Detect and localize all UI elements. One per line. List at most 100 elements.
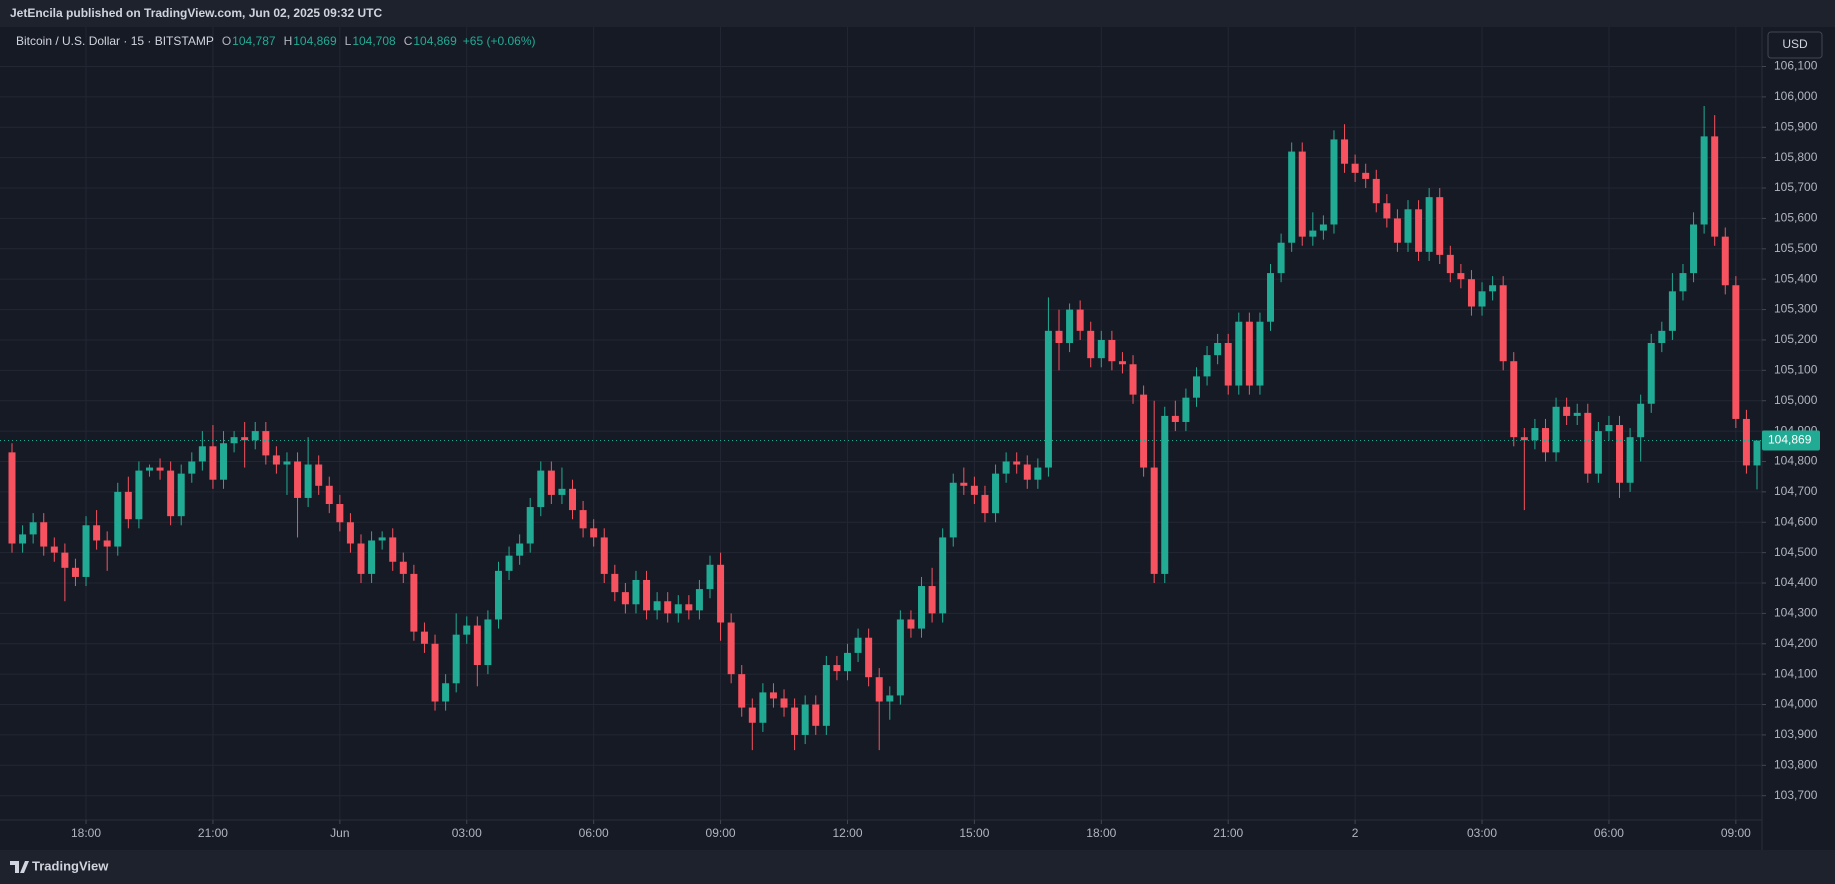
candle-body [970, 485, 978, 495]
plot-area [0, 27, 1762, 820]
candle-body [1415, 209, 1423, 252]
y-tick-label: 103,700 [1774, 788, 1818, 802]
x-tick-label: 03:00 [1467, 826, 1497, 840]
ohlc-key: O [222, 34, 231, 48]
candle-body [272, 455, 280, 465]
candle-body [1108, 339, 1116, 362]
candle-body [717, 564, 725, 623]
candle-body [336, 504, 344, 523]
x-tick-label: Jun [330, 826, 349, 840]
candle-body [315, 464, 323, 486]
y-tick-label: 105,400 [1774, 271, 1818, 285]
x-tick-label: 21:00 [198, 826, 228, 840]
candle-body [939, 537, 947, 614]
candle-body [685, 604, 693, 611]
y-tick-label: 104,000 [1774, 697, 1818, 711]
last-price-label: 104,869 [1768, 433, 1812, 447]
candle-body [653, 601, 661, 611]
candle-body [643, 579, 651, 611]
candle-body [1214, 342, 1222, 356]
candle-body [1584, 412, 1592, 474]
y-tick-label: 105,200 [1774, 332, 1818, 346]
candle-body [590, 528, 598, 538]
candle-body [865, 637, 873, 678]
candle-body [960, 482, 968, 486]
candle-body [1087, 330, 1095, 359]
candle-body [1362, 172, 1370, 179]
candle-body [516, 543, 524, 556]
x-tick-label: 09:00 [706, 826, 736, 840]
candle-body [1721, 236, 1729, 286]
candle-body [1192, 376, 1200, 398]
y-tick-label: 105,800 [1774, 150, 1818, 164]
x-tick-label: 06:00 [1594, 826, 1624, 840]
candle-body [167, 470, 175, 517]
candle-body [1626, 437, 1634, 483]
candle-body [526, 507, 534, 544]
currency: USD [1782, 37, 1808, 51]
candle-body [1383, 203, 1391, 219]
candle-body [368, 540, 376, 574]
candle-body [1425, 197, 1433, 252]
candle-body [1552, 406, 1560, 453]
candle-body [1245, 321, 1253, 386]
x-tick-label: 15:00 [959, 826, 989, 840]
change: +65 (+0.06%) [463, 34, 536, 48]
candle-body [1171, 415, 1179, 422]
candle-body [50, 546, 58, 553]
candle-body [251, 431, 259, 441]
candle-body [1446, 254, 1454, 274]
currency-box[interactable] [1767, 31, 1823, 59]
x-tick-label: 18:00 [1086, 826, 1116, 840]
candle-body [769, 692, 777, 699]
candle-body [907, 619, 915, 629]
candle-body [431, 643, 439, 702]
candle-body [1541, 428, 1549, 453]
candle-body [220, 443, 228, 480]
tv-logo [10, 861, 29, 873]
candle-body [135, 470, 143, 520]
candle-body [1478, 291, 1486, 307]
candle-body [1129, 364, 1137, 395]
candle-body [547, 470, 555, 495]
symbol-legend: Bitcoin / U.S. Dollar · 15 · BITSTAMP O10… [16, 34, 535, 48]
candle-body [19, 534, 27, 544]
candle-body [1563, 406, 1571, 416]
candle-body [1118, 361, 1126, 365]
candle-body [780, 698, 788, 708]
footer-brand: TradingView [32, 858, 109, 873]
candle-body [1393, 218, 1401, 243]
candle-body [1224, 342, 1232, 386]
y-tick-label: 105,000 [1774, 393, 1818, 407]
y-tick-label: 105,100 [1774, 363, 1818, 377]
candle-body [1023, 464, 1031, 480]
y-tick-label: 106,100 [1774, 59, 1818, 73]
candle-body [981, 494, 989, 514]
candle-body [1140, 394, 1148, 468]
candle-body [812, 704, 820, 726]
y-tick-label: 103,900 [1774, 727, 1818, 741]
y-tick-label: 105,500 [1774, 241, 1818, 255]
candle-body [896, 619, 904, 696]
ohlc-value: 104,869 [293, 34, 337, 48]
candle-body [1637, 403, 1645, 438]
candle-body [230, 437, 238, 444]
ohlc-key: L [345, 34, 352, 48]
candle-body [82, 525, 90, 577]
candle-body [1658, 330, 1666, 343]
publisher: JetEncila published on TradingView.com, … [10, 6, 382, 20]
candle-body [886, 695, 894, 702]
candle-body [325, 485, 333, 505]
candle-body [875, 677, 883, 702]
candle-body [822, 665, 830, 726]
candle-body [759, 692, 767, 723]
footer-bar [0, 850, 1835, 884]
candle-body [494, 570, 502, 620]
candle-body [346, 522, 354, 544]
y-tick-label: 104,500 [1774, 545, 1818, 559]
candle-body [1594, 431, 1602, 474]
candle-body [399, 561, 407, 574]
y-tick-label: 105,600 [1774, 211, 1818, 225]
